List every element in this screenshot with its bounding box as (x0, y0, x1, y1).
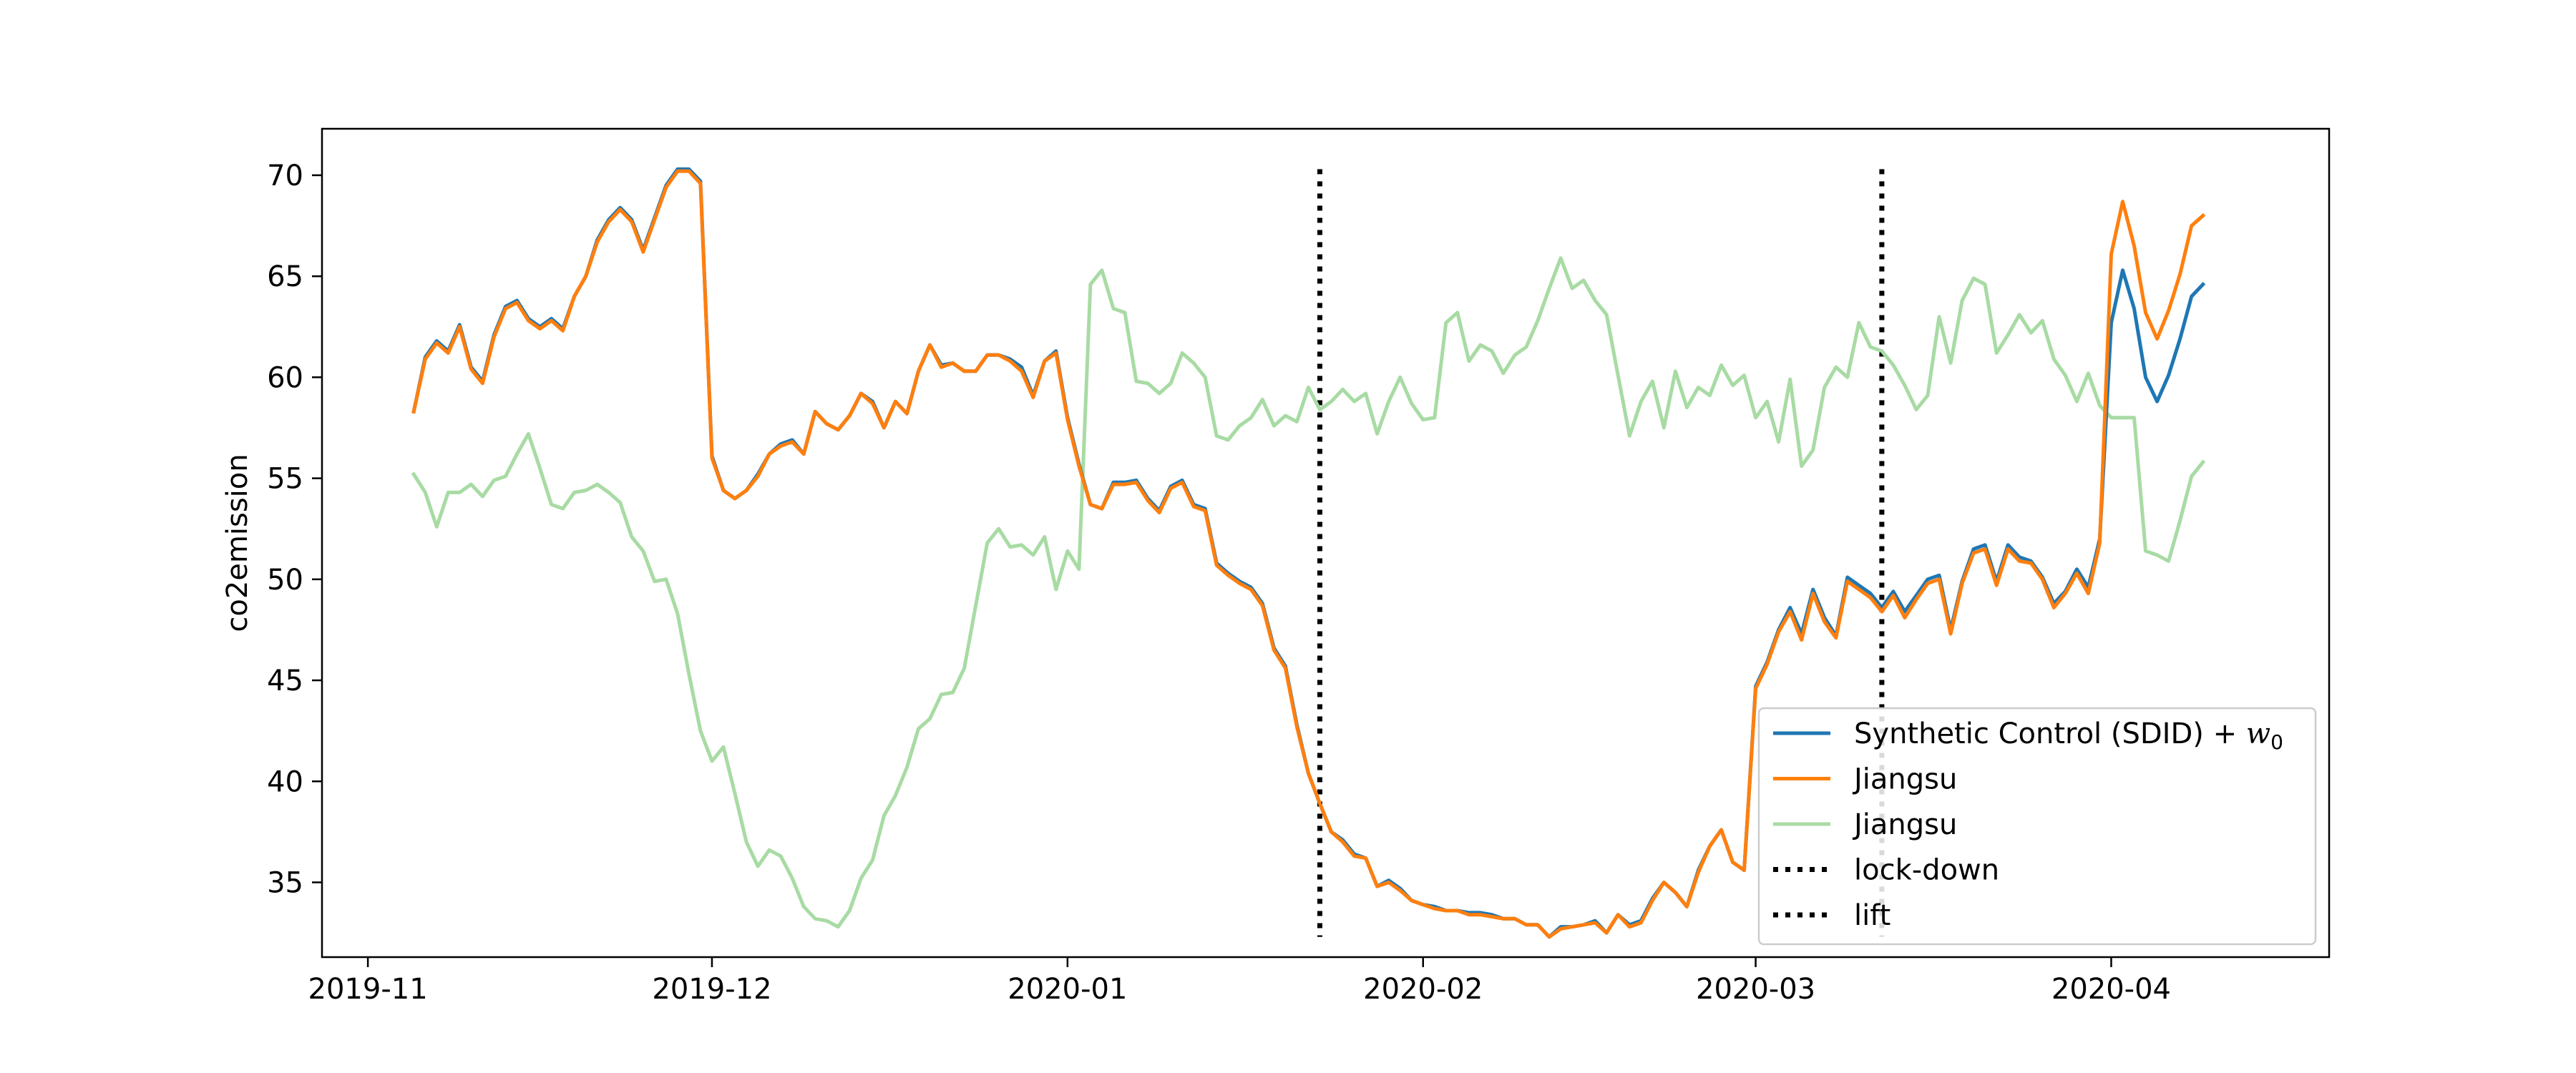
axes-frame (321, 127, 2331, 959)
y-axis: 35 40 45 50 55 60 65 70 (267, 160, 322, 899)
jiangsu-line (411, 169, 2206, 939)
jiangsu-comparison-line (411, 256, 2206, 929)
x-tick-label: 2020-02 (1363, 973, 1483, 1006)
x-tick-label: 2019-11 (308, 973, 428, 1006)
x-tick-label: 2020-04 (2051, 973, 2171, 1006)
legend-label: Jiangsu (1852, 808, 1957, 841)
legend: Synthetic Control (SDID) + w0 Jiangsu Jian… (1757, 707, 2317, 946)
legend-label: lift (1854, 899, 1890, 932)
y-tick-label: 65 (267, 260, 303, 293)
series-layer (411, 167, 2206, 939)
legend-label: lock-down (1854, 854, 1999, 887)
y-tick-label: 70 (267, 160, 303, 192)
y-tick-label: 60 (267, 361, 303, 394)
y-tick-label: 40 (267, 765, 303, 798)
y-tick-label: 45 (267, 665, 303, 697)
y-tick-label: 35 (267, 866, 303, 899)
legend-label: Jiangsu (1852, 763, 1957, 796)
legend-label: Synthetic Control (SDID) + w0 (1854, 717, 2283, 754)
x-tick-label: 2020-01 (1008, 973, 1127, 1006)
legend-box (1757, 707, 2317, 946)
y-tick-label: 55 (267, 463, 303, 496)
x-axis: 2019-11 2019-12 2020-01 2020-02 2020-03 2020-… (308, 957, 2171, 1006)
y-tick-label: 50 (267, 564, 303, 597)
x-tick-label: 2019-12 (652, 973, 771, 1006)
x-tick-label: 2020-03 (1696, 973, 1815, 1006)
y-axis-label: co2emission (221, 454, 254, 632)
